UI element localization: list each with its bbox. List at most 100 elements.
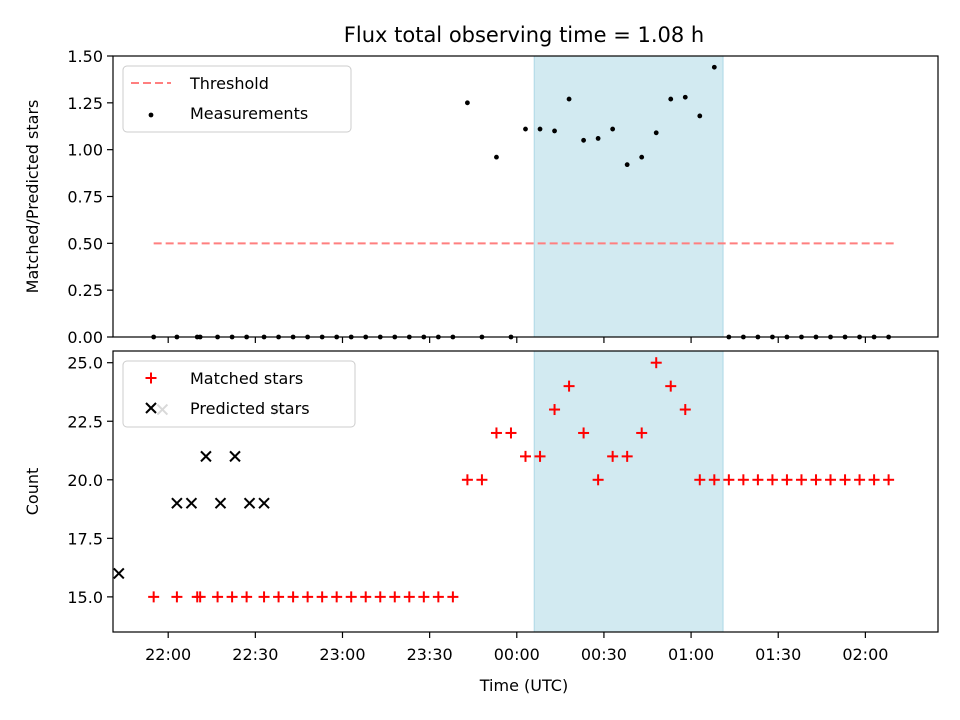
matched-star-point [636,427,648,439]
top-panel: 0.00 0.25 0.50 0.75 1.00 1.25 1.50 Matched/Pred… [23,47,939,347]
measurement-point [552,128,557,134]
matched-star-point [287,591,299,603]
bottom-panel: 15.0 17.5 20.0 22.5 25.0 22:00 22:30 23:00 23:30… [23,350,939,664]
x-tick-label: 01:30 [755,645,801,664]
matched-star-point [679,404,691,416]
matched-star-point [273,591,285,603]
matched-star-point [621,450,633,462]
matched-star-point [607,450,619,462]
measurement-point [653,130,659,136]
x-tick-label: 00:30 [581,645,627,664]
matched-star-point [839,474,851,486]
legend-label: Matched stars [190,369,303,388]
matched-star-point [883,474,895,486]
matched-star-point [708,474,720,486]
matched-star-point [212,591,224,603]
measurement-point [566,96,572,102]
y-tick-label: 0.25 [67,281,103,300]
predicted-star-point [171,497,183,509]
predicted-star-point [243,497,256,509]
y-tick-label: 1.25 [67,94,103,113]
predicted-star-point [113,567,125,580]
y-tick-label: 25.0 [67,354,103,373]
matched-star-point [302,591,314,603]
matched-star-point [461,474,473,486]
matched-star-point [592,474,604,486]
legend-box [122,65,352,133]
shaded-span [533,350,724,633]
matched-star-point [854,474,866,486]
y-axis-label: Matched/Predicted stars [23,100,42,294]
legend-key-measurements [148,112,154,118]
legend-label: Predicted stars [190,399,310,418]
matched-star-point [476,474,488,486]
x-tick-label: 23:30 [407,645,453,664]
y-tick-label: 0.75 [67,188,103,207]
x-tick-label: 22:30 [232,645,278,664]
legend-key-predicted [145,402,157,414]
legend: Matched stars Predicted stars [122,360,356,428]
y-axis-label: Count [23,468,42,516]
legend: Threshold Measurements [122,65,352,133]
legend-label: Threshold [189,74,269,93]
matched-star-point [316,591,328,603]
matched-star-point [795,474,807,486]
matched-star-point [490,427,502,439]
matched-star-point [171,591,183,603]
x-tick-label: 00:00 [494,645,540,664]
legend-key-matched [145,372,157,384]
measurement-point [523,126,528,132]
predicted-star-point [200,450,212,463]
matched-star-point [403,591,415,603]
measurement-point [465,100,470,106]
y-tick-label: 0.00 [67,328,103,347]
measurement-point [697,113,703,119]
matched-star-point [723,474,735,486]
matched-star-point [650,357,662,369]
x-tick-label: 22:00 [145,645,191,664]
measurement-point [624,162,630,168]
matched-star-point [505,427,517,439]
measurement-point [610,126,616,132]
matched-star-point [563,380,575,392]
measurement-point [682,94,688,100]
x-tick-label: 01:00 [668,645,714,664]
matched-star-point [374,591,386,603]
y-tick-label: 1.50 [67,47,103,66]
predicted-star-point [214,497,227,509]
matched-star-point [825,474,837,486]
matched-star-point [665,380,677,392]
y-tick-label: 22.5 [67,412,103,431]
matched-star-point [868,474,880,486]
y-tick-label: 15.0 [67,588,103,607]
measurement-point [595,136,601,141]
measurement-point [668,96,674,102]
matched-star-point [549,404,561,416]
matched-star-point [148,591,160,603]
measurement-point [711,64,717,70]
legend-label: Measurements [190,104,308,123]
matched-star-point [534,450,546,462]
matched-star-point [766,474,778,486]
matched-star-point [389,591,401,603]
matched-star-point [331,591,343,603]
matched-star-point [781,474,793,486]
matched-star-point [694,474,706,486]
predicted-star-point [258,497,270,509]
figure-title: Flux total observing time = 1.08 h [344,23,704,47]
matched-star-point [432,591,444,603]
matched-star-point [241,591,253,603]
measurement-point [537,126,543,132]
matched-star-point [258,591,270,603]
matched-star-point [226,591,238,603]
measurement-point [639,154,645,160]
matched-star-point [578,427,590,439]
matched-star-point [520,450,531,462]
y-tick-label: 20.0 [67,471,103,490]
matched-star-point [360,591,372,603]
matched-star-point [810,474,822,486]
y-tick-label: 1.00 [67,141,103,160]
measurement-point [581,137,586,143]
measurement-point [494,154,499,160]
